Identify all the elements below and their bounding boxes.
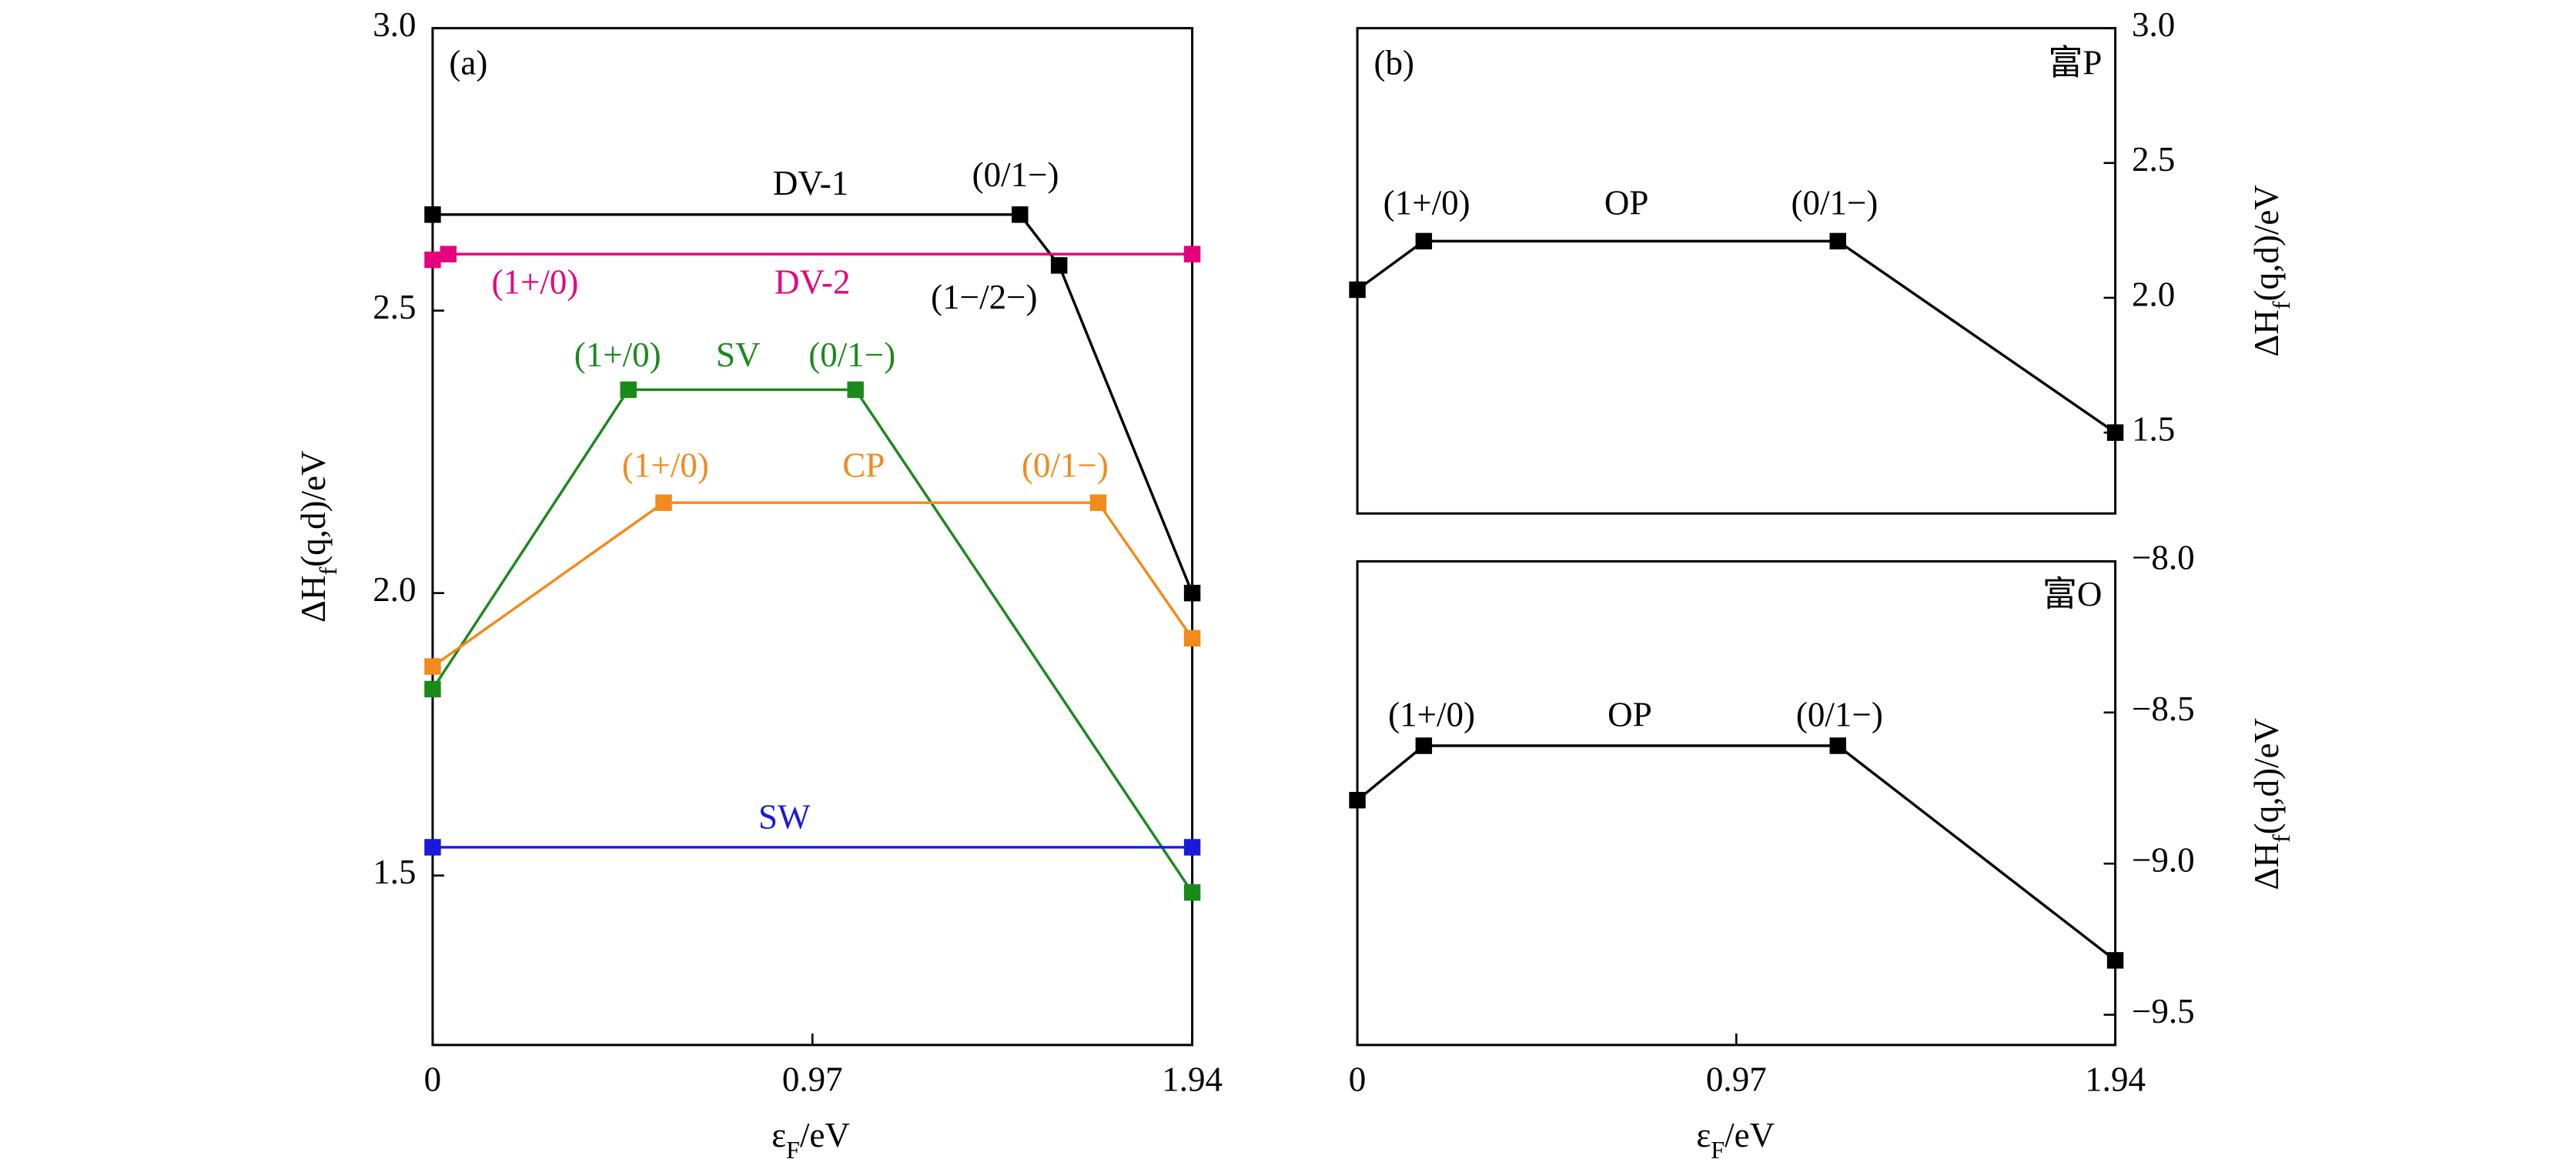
data-point — [1183, 883, 1201, 901]
y-tick-label: −8.0 — [2132, 539, 2195, 577]
ylabel: ΔHf(q,d)/eV — [294, 450, 342, 623]
data-point — [1829, 232, 1846, 250]
data-point — [1183, 630, 1201, 647]
transition-label: (1+/0) — [574, 336, 661, 374]
transition-label: (0/1−) — [1796, 696, 1883, 734]
series-label: SW — [758, 797, 811, 836]
y-tick-label: 1.5 — [373, 853, 416, 891]
y-tick-label: 2.5 — [2132, 140, 2175, 179]
x-tick-label: 0 — [1349, 1060, 1367, 1099]
xlabel-part: F — [1711, 1136, 1725, 1159]
ylabel-part: f — [314, 567, 342, 576]
series-line — [1357, 239, 2116, 434]
transition-label: (1−/2−) — [931, 278, 1037, 316]
series-label: SV — [716, 336, 761, 374]
transition-label: (0/1−) — [972, 155, 1059, 194]
ylabel-part: f — [2268, 834, 2296, 843]
panel-label: (a) — [449, 43, 487, 82]
transition-label: (0/1−) — [1022, 446, 1109, 485]
data-point — [1089, 494, 1107, 511]
ylabel-part: (q,d)/eV — [2248, 717, 2287, 834]
data-point — [424, 680, 441, 698]
ylabel: ΔHf(q,d)/eV — [2248, 717, 2296, 890]
xlabel: εF/eV — [771, 1116, 850, 1159]
ylabel: ΔHf(q,d)/eV — [2248, 185, 2296, 357]
transition-label: (1+/0) — [622, 446, 709, 485]
data-point — [2106, 424, 2124, 441]
x-tick-label: 1.94 — [1162, 1060, 1223, 1099]
data-point — [1050, 257, 1068, 274]
xlabel-part: /eV — [1725, 1116, 1775, 1154]
series-label: DV-1 — [773, 164, 848, 202]
x-tick-label: 1.94 — [2085, 1060, 2146, 1099]
condition-label: 富P — [2048, 43, 2102, 82]
data-point — [424, 251, 441, 269]
y-tick-label: −9.0 — [2132, 841, 2195, 880]
ylabel-part: ΔH — [2248, 843, 2287, 890]
data-point — [440, 245, 457, 262]
y-tick-label: 2.5 — [373, 288, 416, 326]
y-tick-label: 3.0 — [2132, 5, 2175, 44]
transition-label: (0/1−) — [1791, 184, 1878, 222]
xlabel-part: ε — [771, 1116, 786, 1154]
transition-label: (0/1−) — [808, 336, 895, 374]
transition-label: (1+/0) — [491, 263, 578, 302]
xlabel-part: ε — [1696, 1116, 1711, 1154]
data-point — [424, 206, 441, 223]
plot-frame — [1356, 27, 2117, 515]
data-point — [1415, 232, 1433, 250]
transition-label: (1+/0) — [1383, 184, 1470, 222]
y-tick-label: −8.5 — [2132, 690, 2195, 728]
series-label: CP — [842, 446, 885, 485]
series-label: OP — [1607, 696, 1652, 734]
series-line — [431, 501, 1194, 668]
data-point — [1012, 206, 1029, 223]
series-line — [1356, 744, 2116, 962]
data-point — [424, 839, 441, 856]
ylabel-part: ΔH — [2248, 309, 2287, 356]
ylabel-part: (q,d)/eV — [2248, 185, 2287, 302]
x-tick-label: 0.97 — [782, 1060, 843, 1099]
condition-label: 富O — [2042, 575, 2103, 613]
y-tick-label: 2.0 — [373, 570, 416, 609]
data-point — [1183, 584, 1201, 602]
data-point — [1415, 737, 1433, 754]
y-tick-label: −9.5 — [2132, 992, 2195, 1030]
series-label: OP — [1604, 184, 1649, 222]
ylabel-part: ΔH — [294, 576, 333, 623]
x-tick-label: 0.97 — [1706, 1060, 1767, 1099]
ylabel-part: f — [2268, 301, 2296, 309]
xlabel-part: /eV — [800, 1116, 850, 1154]
y-tick-label: 3.0 — [373, 5, 416, 44]
xlabel-part: F — [786, 1136, 800, 1159]
ylabel-part: (q,d)/eV — [294, 450, 333, 567]
data-point — [655, 494, 672, 511]
data-point — [620, 381, 637, 399]
x-tick-label: 0 — [424, 1060, 442, 1099]
data-point — [1349, 791, 1366, 809]
series-line — [431, 388, 1194, 893]
y-tick-label: 2.0 — [2132, 275, 2175, 313]
data-point — [1183, 839, 1201, 856]
plot-frame — [1356, 559, 2117, 1047]
data-point — [424, 658, 441, 675]
series-line — [432, 252, 1193, 262]
y-tick-label: 1.5 — [2132, 409, 2175, 448]
series-line — [432, 213, 1194, 594]
data-point — [847, 381, 864, 399]
series-label: DV-2 — [774, 263, 850, 302]
panel-label: (b) — [1374, 43, 1415, 82]
data-point — [1349, 281, 1366, 299]
data-point — [2106, 952, 2124, 969]
data-point — [1183, 245, 1201, 262]
transition-label: (1+/0) — [1388, 696, 1475, 734]
data-point — [1829, 737, 1846, 754]
xlabel: εF/eV — [1696, 1116, 1775, 1159]
